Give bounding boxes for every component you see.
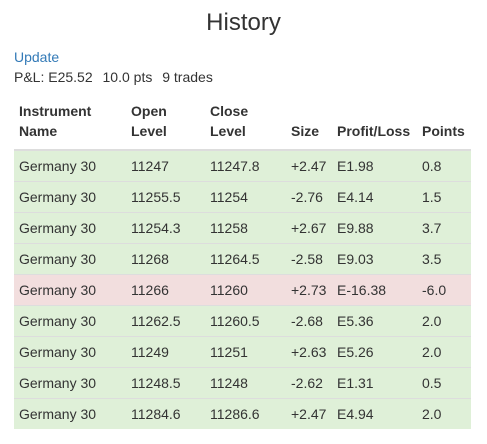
column-header-points: Points xyxy=(417,95,471,151)
cell-open-level: 11248.5 xyxy=(126,367,205,399)
cell-points: 2.0 xyxy=(417,398,471,429)
table-row: Germany 30 11268 11264.5 -2.58 E9.03 3.5 xyxy=(14,243,471,275)
cell-points: 0.8 xyxy=(417,149,471,182)
cell-profit-loss: E-16.38 xyxy=(332,274,417,306)
table-row: Germany 30 11247 11247.8 +2.47 E1.98 0.8 xyxy=(14,149,471,182)
cell-open-level: 11268 xyxy=(126,243,205,275)
table-row: Germany 30 11248.5 11248 -2.62 E1.31 0.5 xyxy=(14,367,471,399)
cell-open-level: 11255.5 xyxy=(126,181,205,213)
page-title: History xyxy=(206,9,281,36)
column-header-size: Size xyxy=(286,95,332,151)
cell-close-level: 11247.8 xyxy=(205,149,286,182)
cell-size: +2.63 xyxy=(286,336,332,368)
cell-instrument: Germany 30 xyxy=(14,305,126,337)
cell-instrument: Germany 30 xyxy=(14,243,126,275)
cell-instrument: Germany 30 xyxy=(14,367,126,399)
cell-close-level: 11258 xyxy=(205,212,286,244)
cell-profit-loss: E1.31 xyxy=(332,367,417,399)
column-header-open-level: Open Level xyxy=(126,95,205,151)
cell-profit-loss: E1.98 xyxy=(332,149,417,182)
cell-close-level: 11248 xyxy=(205,367,286,399)
cell-open-level: 11266 xyxy=(126,274,205,306)
cell-instrument: Germany 30 xyxy=(14,149,126,182)
update-link[interactable]: Update xyxy=(14,49,60,65)
pnl-total: P&L: E25.52 xyxy=(14,69,93,85)
cell-instrument: Germany 30 xyxy=(14,274,126,306)
cell-points: 1.5 xyxy=(417,181,471,213)
cell-size: +2.67 xyxy=(286,212,332,244)
points-total: 10.0 pts xyxy=(102,69,153,85)
table-header-row: Instrument Name Open Level Close Level Size… xyxy=(14,95,471,151)
cell-points: -6.0 xyxy=(417,274,471,306)
cell-close-level: 11264.5 xyxy=(205,243,286,275)
cell-instrument: Germany 30 xyxy=(14,336,126,368)
table-row: Germany 30 11262.5 11260.5 -2.68 E5.36 2.0 xyxy=(14,305,471,337)
table-row: Germany 30 11255.5 11254 -2.76 E4.14 1.5 xyxy=(14,181,471,213)
cell-open-level: 11262.5 xyxy=(126,305,205,337)
table-row: Germany 30 11266 11260 +2.73 E-16.38 -6.0 xyxy=(14,274,471,306)
cell-size: -2.68 xyxy=(286,305,332,337)
cell-profit-loss: E5.36 xyxy=(332,305,417,337)
history-table-body: Germany 30 11247 11247.8 +2.47 E1.98 0.8 Germa… xyxy=(14,149,471,429)
column-header-close-level: Close Level xyxy=(205,95,286,151)
cell-close-level: 11260 xyxy=(205,274,286,306)
cell-open-level: 11247 xyxy=(126,149,205,182)
table-row: Germany 30 11284.6 11286.6 +2.47 E4.94 2.0 xyxy=(14,398,471,429)
cell-instrument: Germany 30 xyxy=(14,212,126,244)
cell-points: 3.7 xyxy=(417,212,471,244)
column-header-instrument: Instrument Name xyxy=(14,95,126,151)
cell-size: -2.62 xyxy=(286,367,332,399)
cell-points: 0.5 xyxy=(417,367,471,399)
cell-open-level: 11284.6 xyxy=(126,398,205,429)
cell-instrument: Germany 30 xyxy=(14,181,126,213)
cell-profit-loss: E9.88 xyxy=(332,212,417,244)
cell-close-level: 11260.5 xyxy=(205,305,286,337)
cell-profit-loss: E9.03 xyxy=(332,243,417,275)
cell-profit-loss: E4.14 xyxy=(332,181,417,213)
cell-open-level: 11254.3 xyxy=(126,212,205,244)
history-table: Instrument Name Open Level Close Level Size… xyxy=(14,95,471,429)
cell-points: 2.0 xyxy=(417,336,471,368)
cell-size: +2.73 xyxy=(286,274,332,306)
cell-close-level: 11286.6 xyxy=(205,398,286,429)
cell-open-level: 11249 xyxy=(126,336,205,368)
table-row: Germany 30 11249 11251 +2.63 E5.26 2.0 xyxy=(14,336,471,368)
cell-instrument: Germany 30 xyxy=(14,398,126,429)
cell-close-level: 11251 xyxy=(205,336,286,368)
trade-count: 9 trades xyxy=(162,69,213,85)
cell-close-level: 11254 xyxy=(205,181,286,213)
column-header-profit-loss: Profit/Loss xyxy=(332,95,417,151)
cell-size: -2.76 xyxy=(286,181,332,213)
cell-points: 3.5 xyxy=(417,243,471,275)
cell-size: +2.47 xyxy=(286,398,332,429)
cell-profit-loss: E5.26 xyxy=(332,336,417,368)
cell-points: 2.0 xyxy=(417,305,471,337)
pnl-summary: P&L: E25.52 10.0 pts 9 trades xyxy=(14,68,219,86)
cell-profit-loss: E4.94 xyxy=(332,398,417,429)
cell-size: -2.58 xyxy=(286,243,332,275)
cell-size: +2.47 xyxy=(286,149,332,182)
table-row: Germany 30 11254.3 11258 +2.67 E9.88 3.7 xyxy=(14,212,471,244)
